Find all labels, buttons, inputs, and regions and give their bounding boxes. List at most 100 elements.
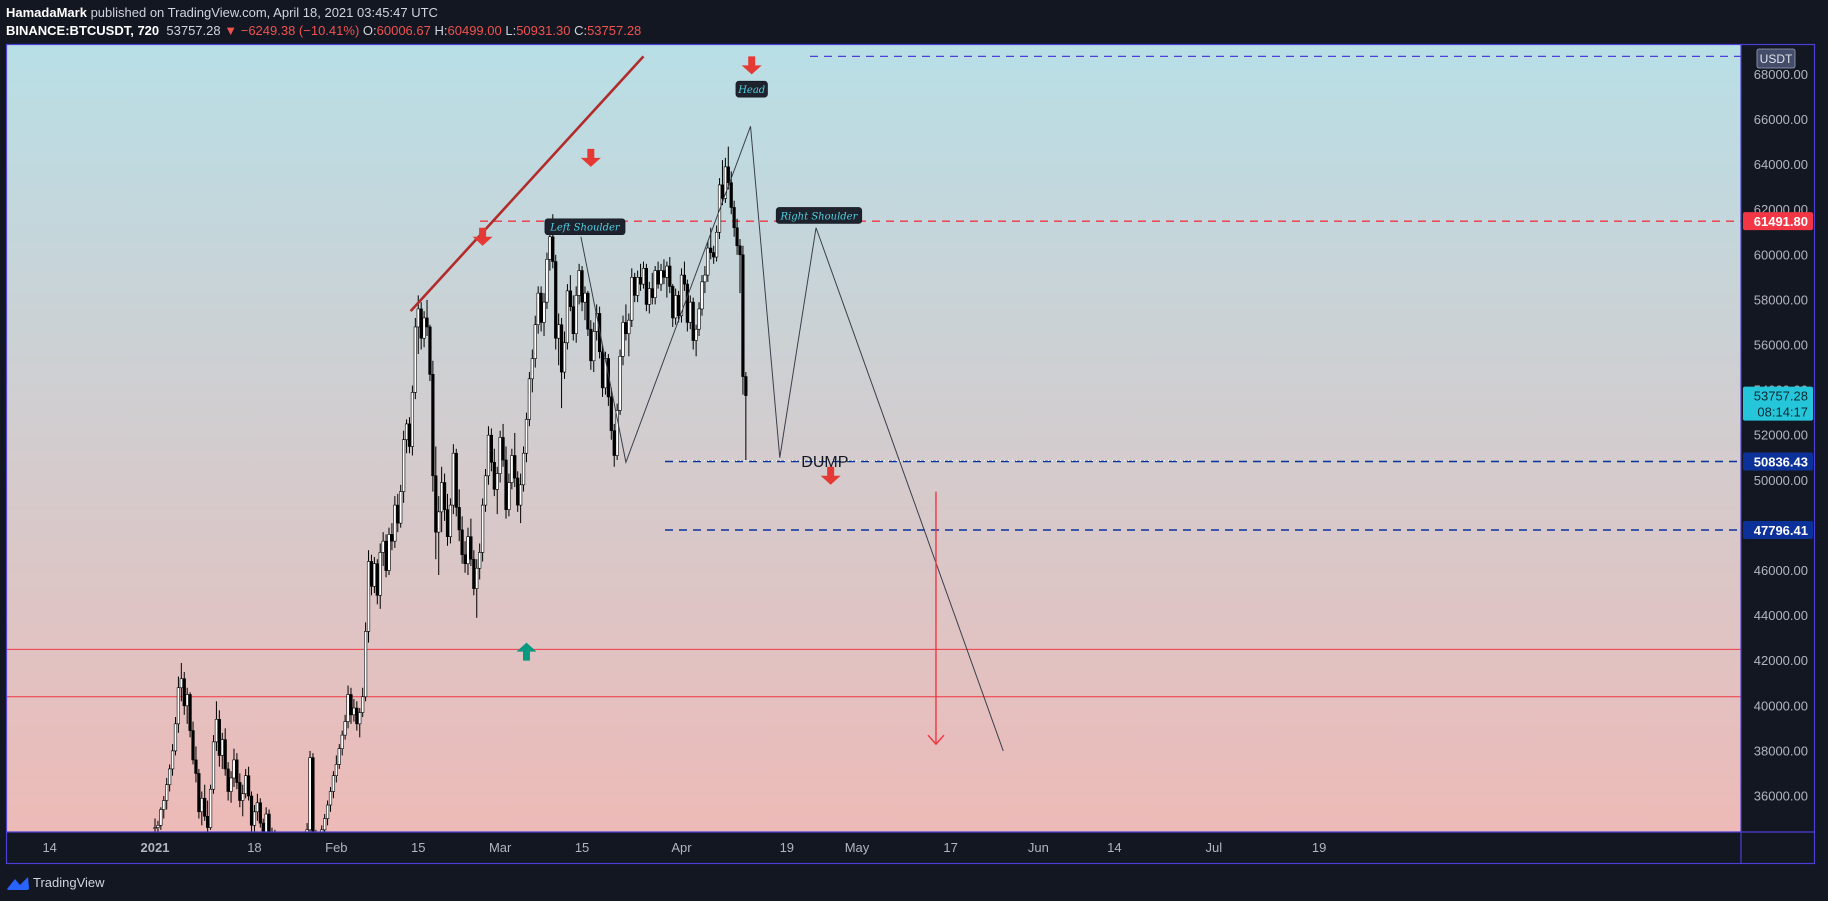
candle-up [641,261,646,289]
candle-up [647,281,651,314]
candle-up [592,322,596,373]
candle-body [247,775,251,797]
candle-body [399,491,403,524]
candle-up [653,266,657,305]
arrow-down-icon [580,148,601,167]
last-price: 53757.28 [166,23,221,38]
candle-down [559,317,564,409]
candle-body [375,563,379,596]
price-label-text: 47796.41 [1754,523,1808,538]
low-label: L: [505,23,517,38]
candle-body [448,504,453,537]
currency-label: USDT [1760,52,1793,66]
candle-up [366,550,371,643]
candle-body [671,286,675,319]
candle-down [249,791,254,832]
candle-body [548,236,552,260]
y-tick-label: 44000.00 [1754,608,1808,623]
candle-body [277,834,280,848]
y-tick-label: 52000.00 [1754,428,1808,443]
candle-body [235,759,239,783]
candle-body [261,822,265,832]
candle-body [191,730,195,761]
candle-body [568,290,572,307]
change-down-icon: ▼ [224,23,238,38]
candle-body [188,694,192,731]
candle-body [545,259,549,303]
candle-down [539,286,543,332]
candle-up [536,286,540,334]
candle-down [384,534,388,578]
candle-down [419,302,423,350]
price-label-support: 50836.43 [1743,452,1813,471]
arrow-down-icon [820,466,841,485]
candle-up [308,750,312,832]
candle-body [323,818,327,831]
candle-down [463,541,467,573]
candle-body [194,759,198,774]
candle-down [469,518,473,566]
candle-body [168,768,172,786]
candle-up [393,496,397,548]
candle-body [542,301,546,323]
x-axis[interactable]: 14 2021 18 Feb 15 Mar 15 Apr 19 May 17 Jun 14 Jul 19 [42,840,1326,855]
candle-down [586,290,590,336]
candle-up [165,777,169,810]
horizontal-levels [7,55,1741,698]
candle-body [288,857,291,862]
head-and-shoulders-path [580,126,1004,752]
candle-body [346,694,350,722]
x-tick-label: 14 [1107,840,1121,855]
candle-up [343,714,347,740]
candle-down [369,554,374,596]
candle-down [726,146,730,190]
candle-body [267,813,271,832]
candle-down [206,800,210,832]
symbol-label[interactable]: BINANCE:BTCUSDT, 720 [6,23,160,38]
candle-body [203,797,207,817]
arrow-down-icon [741,56,762,75]
candle-down [676,290,681,323]
candle-body [697,308,701,330]
candle-up [318,834,321,859]
y-tick-label: 46000.00 [1754,563,1808,578]
tradingview-logo-icon[interactable] [6,875,30,891]
drawings: Left Shoulder Head Right Shoulder DUMP [409,55,1004,752]
candle-body [630,277,634,321]
candle-body [501,437,505,461]
price-chart[interactable]: Left Shoulder Head Right Shoulder DUMP 3600… [0,0,1828,866]
tradingview-brand[interactable]: TradingView [33,875,105,890]
candle-up [688,295,692,330]
candle-up [574,286,578,343]
candle-down [277,832,280,855]
candle-down [606,354,610,406]
candle-down [407,417,412,454]
candle-down [315,829,317,832]
x-tick-label: Jun [1028,840,1049,855]
candle-up [527,372,531,427]
candle-up [170,744,175,776]
y-tick-label: 60000.00 [1754,247,1808,262]
candle-down [217,710,221,767]
pattern-label-text: Right Shoulder [780,211,859,222]
currency-badge[interactable]: USDT [1756,48,1796,69]
candle-body [318,841,321,850]
candle-body [451,452,455,506]
candle-down [247,766,251,801]
candle-up [519,473,523,524]
author-name[interactable]: HamadaMark [6,5,87,20]
candle-body [489,434,493,463]
candle-body [703,274,707,283]
candle-up [483,469,488,512]
x-tick-label: 19 [780,840,794,855]
open-label: O: [362,23,377,38]
candle-up [361,687,365,718]
candle-body [744,376,748,396]
candle-down [744,372,748,461]
candle-body [580,270,584,303]
candle-body [396,504,400,524]
candle-up [557,313,561,366]
candle-body [217,719,221,756]
candle-body [241,793,245,801]
candle-up [440,466,444,533]
